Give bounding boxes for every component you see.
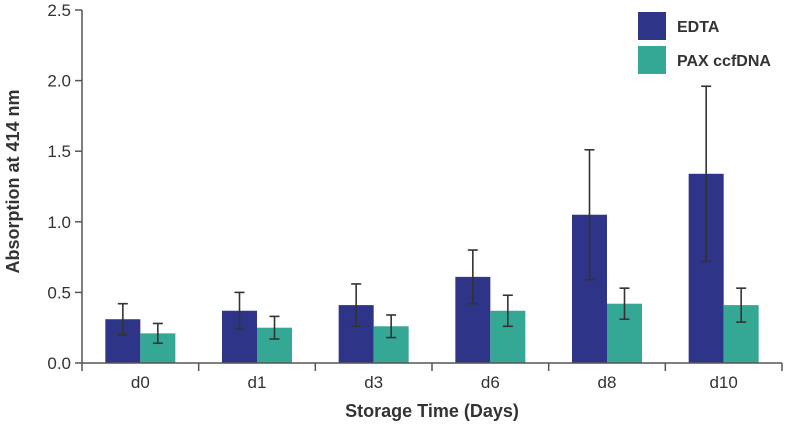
y-axis-title: Absorption at 414 nm <box>3 89 23 273</box>
error-bar <box>351 283 362 328</box>
y-ticks: 0.0 0.5 1.0 1.5 2.0 2.5 <box>47 1 82 373</box>
error-bar <box>701 85 712 263</box>
x-tick-label: d1 <box>248 373 267 392</box>
y-tick-label: 1.5 <box>47 142 71 161</box>
x-axis-title: Storage Time (Days) <box>345 401 519 421</box>
error-bar <box>619 287 630 321</box>
error-bar <box>117 302 128 336</box>
x-tick-label: d10 <box>709 373 737 392</box>
legend-swatch <box>638 46 666 74</box>
error-bar <box>386 314 397 339</box>
legend-swatch <box>638 12 666 40</box>
x-tick-label: d3 <box>364 373 383 392</box>
legend-item: PAX ccfDNA <box>638 46 771 74</box>
x-tick-label: d8 <box>598 373 617 392</box>
error-bar <box>269 315 280 340</box>
x-tick-label: d6 <box>481 373 500 392</box>
x-tick-label: d0 <box>131 373 150 392</box>
legend-label: EDTA <box>677 19 720 36</box>
error-bar <box>152 322 163 345</box>
y-tick-label: 0.0 <box>47 354 71 373</box>
y-tick-label: 1.0 <box>47 213 71 232</box>
y-tick-label: 0.5 <box>47 283 71 302</box>
legend-label: PAX ccfDNA <box>677 53 771 70</box>
error-bar <box>234 291 245 330</box>
error-bar <box>584 148 595 281</box>
y-tick-label: 2.0 <box>47 72 71 91</box>
error-bar <box>736 287 747 323</box>
error-bar <box>502 294 513 328</box>
legend-item: EDTA <box>638 12 720 40</box>
error-bars-layer <box>117 85 747 345</box>
x-ticks: d0 d1 d3 d6 d8 d10 <box>81 363 783 392</box>
y-tick-label: 2.5 <box>47 1 71 20</box>
error-bar <box>467 249 478 305</box>
bars-layer <box>105 173 759 363</box>
legend: EDTA PAX ccfDNA <box>638 12 771 74</box>
